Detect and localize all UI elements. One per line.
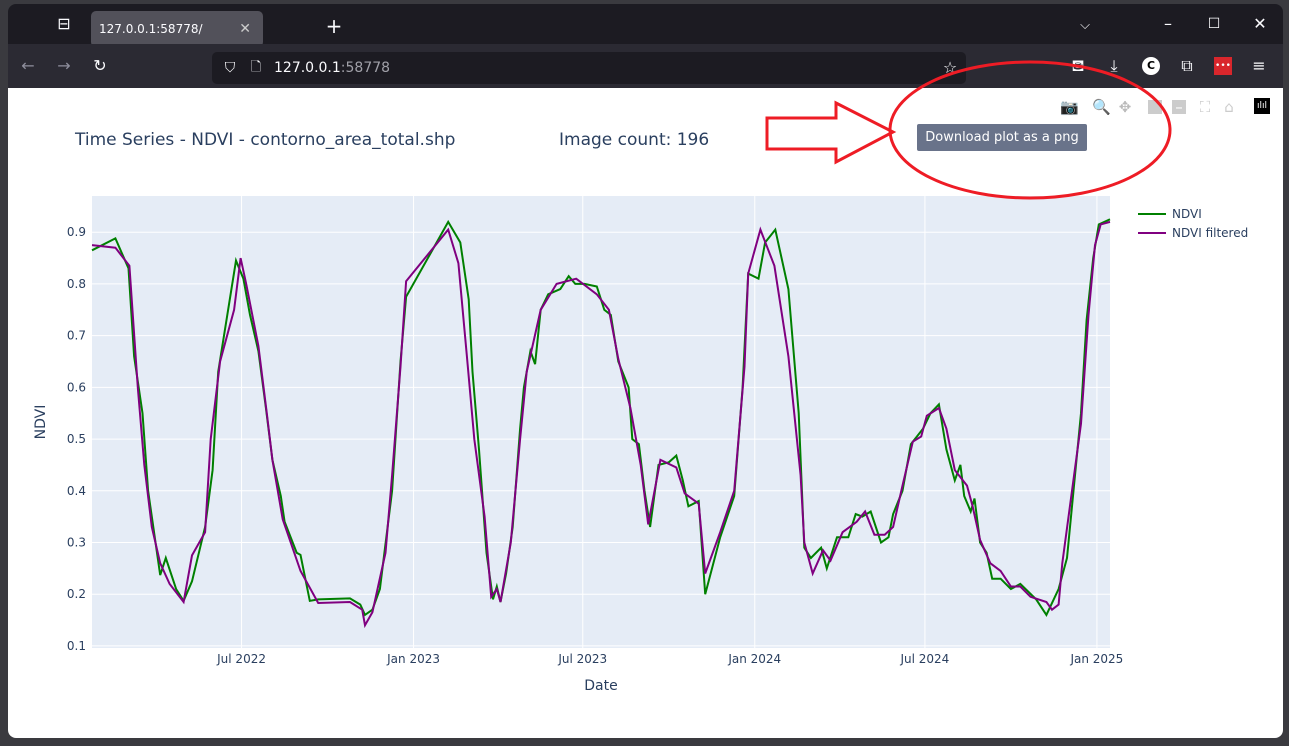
autoscale-icon[interactable]: ⛶ — [1199, 98, 1211, 116]
legend: NDVI NDVI filtered — [1138, 204, 1248, 242]
close-tab-icon[interactable]: ✕ — [239, 21, 251, 37]
plotly-logo-icon[interactable]: ılıl — [1254, 98, 1270, 114]
reset-axes-icon[interactable]: ⌂ — [1224, 98, 1234, 116]
maximize-icon[interactable]: ☐ — [1207, 16, 1221, 32]
legend-item-ndvi[interactable]: NDVI — [1138, 204, 1248, 223]
y-tick-label: 0.5 — [67, 432, 86, 446]
zoom-icon[interactable]: 🔍 — [1092, 98, 1111, 116]
y-tick-label: 0.4 — [67, 484, 86, 498]
x-tick-label: Jul 2024 — [899, 652, 949, 666]
series-line-ndvi-filtered — [91, 220, 1111, 629]
forward-icon[interactable]: → — [57, 56, 71, 75]
plot-title: Time Series - NDVI - contorno_area_total… — [75, 130, 456, 150]
tab-title: 127.0.0.1:58778/ — [99, 22, 203, 36]
legend-label: NDVI filtered — [1172, 225, 1249, 240]
y-tick-label: 0.2 — [67, 587, 86, 601]
y-tick-label: 0.8 — [67, 277, 86, 291]
back-icon[interactable]: ← — [21, 56, 35, 75]
y-tick-label: 0.1 — [67, 639, 86, 653]
extension-red-icon[interactable]: ••• — [1214, 57, 1232, 75]
red-arrow-annotation — [765, 100, 897, 165]
download-icon[interactable]: ⤓ — [1110, 56, 1118, 75]
series-line-ndvi — [91, 218, 1111, 617]
url-bar[interactable]: ⛉ 🗋 127.0.0.1:58778 ☆ — [212, 52, 966, 84]
nav-bar: ← → ↻ ⛉ 🗋 127.0.0.1:58778 ☆ ⛾ ⤓ C ⧉ ••• … — [8, 44, 1283, 88]
legend-swatch — [1138, 212, 1166, 215]
legend-swatch — [1138, 231, 1166, 234]
x-tick-label: Jan 2024 — [727, 652, 781, 666]
tooltip: Download plot as a png — [917, 124, 1087, 151]
menu-icon[interactable]: ≡ — [1252, 56, 1266, 75]
tab-active[interactable]: 127.0.0.1:58778/ ✕ — [91, 11, 263, 47]
close-window-icon[interactable]: ✕ — [1253, 14, 1267, 33]
y-tick-label: 0.7 — [67, 329, 86, 343]
pan-icon[interactable]: ✥ — [1118, 98, 1132, 116]
x-tick-label: Jan 2023 — [386, 652, 440, 666]
legend-label: NDVI — [1172, 206, 1202, 221]
url-host: 127.0.0.1 — [274, 60, 341, 76]
zoom-out-icon[interactable]: – — [1172, 100, 1186, 115]
annotation — [765, 60, 1172, 200]
y-tick-label: 0.3 — [67, 535, 86, 549]
plot-area[interactable] — [92, 196, 1110, 648]
new-tab-icon[interactable]: + — [325, 14, 343, 38]
y-axis-label: NDVI — [33, 405, 49, 440]
reload-icon[interactable]: ↻ — [93, 56, 107, 75]
url-port: :58778 — [340, 60, 391, 76]
minimize-icon[interactable]: – — [1164, 14, 1172, 33]
x-axis-label: Date — [584, 678, 617, 694]
image-count: Image count: 196 — [559, 130, 710, 150]
camera-icon[interactable]: 📷 — [1060, 98, 1079, 116]
chevron-down-icon[interactable]: ⌵ — [1080, 18, 1090, 33]
shield-icon[interactable]: ⛉ — [224, 60, 236, 76]
x-tick-label: Jul 2023 — [557, 652, 607, 666]
y-tick-label: 0.9 — [67, 225, 86, 239]
y-tick-label: 0.6 — [67, 380, 86, 394]
legend-item-ndvi-filtered[interactable]: NDVI filtered — [1138, 223, 1248, 242]
red-ellipse-annotation — [888, 60, 1172, 200]
extension-c-icon[interactable]: C — [1142, 57, 1160, 75]
page-icon: 🗋 — [250, 60, 262, 75]
tab-bar: ⊟ 127.0.0.1:58778/ ✕ + ⌵ – ☐ ✕ — [8, 4, 1283, 47]
tab-tray-icon[interactable]: ⊟ — [57, 14, 71, 33]
x-tick-label: Jan 2025 — [1069, 652, 1123, 666]
extensions-icon[interactable]: ⧉ — [1181, 56, 1193, 75]
x-tick-label: Jul 2022 — [216, 652, 266, 666]
